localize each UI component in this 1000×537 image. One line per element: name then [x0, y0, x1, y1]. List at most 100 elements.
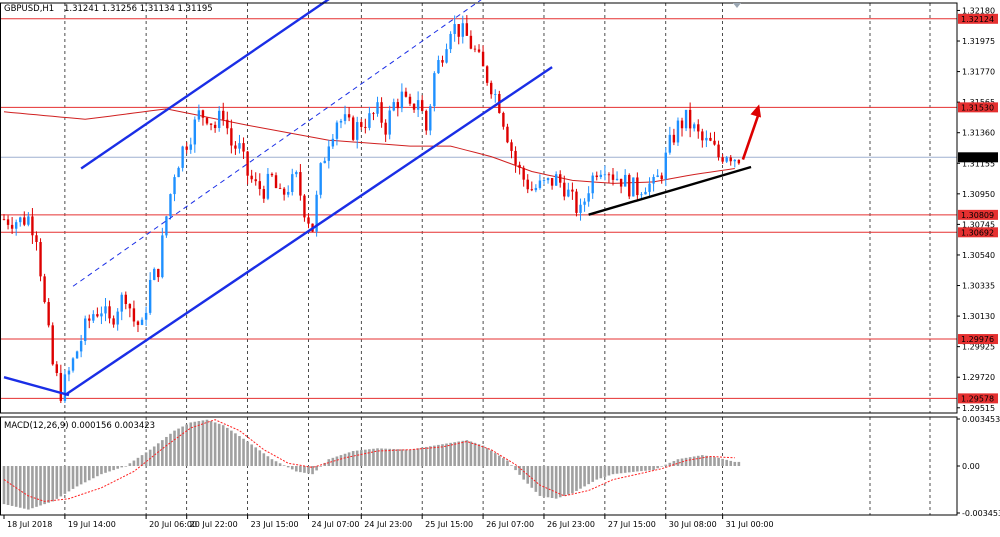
candle-body — [144, 312, 148, 320]
candle-body — [104, 306, 107, 314]
candle-body — [254, 179, 257, 182]
candlestick — [364, 118, 367, 134]
candle-body — [116, 311, 119, 325]
trend-line-support-left — [3, 376, 70, 397]
macd-histogram-bar — [571, 466, 574, 494]
macd-histogram-bar — [213, 422, 217, 466]
candle-body — [189, 144, 192, 150]
candle-body — [441, 60, 444, 63]
candle-body — [680, 120, 684, 129]
candlestick — [75, 350, 79, 359]
macd-histogram-bar — [315, 466, 318, 471]
candle-body — [709, 137, 712, 141]
macd-histogram-bar — [343, 453, 347, 466]
candle-body — [173, 177, 176, 195]
macd-histogram-bar — [63, 466, 67, 494]
candlestick — [579, 198, 582, 221]
candlestick — [84, 315, 87, 345]
candlestick — [14, 219, 18, 236]
candlestick — [238, 134, 241, 154]
candle-body — [88, 318, 91, 321]
macd-histogram-bar — [611, 466, 615, 475]
candlestick — [262, 185, 266, 203]
macd-histogram-bar — [148, 449, 152, 466]
macd-histogram-bar — [538, 466, 542, 496]
macd-histogram-bar — [35, 466, 38, 507]
macd-histogram-bar — [201, 420, 205, 466]
candle-body — [71, 358, 75, 371]
candle-body — [165, 216, 168, 236]
macd-histogram-bar — [534, 466, 538, 492]
macd-histogram-bar — [282, 465, 286, 466]
candle-body — [278, 188, 282, 189]
candle-body — [433, 73, 436, 107]
candlestick — [148, 272, 152, 315]
candle-body — [120, 294, 123, 312]
macd-histogram-bar — [104, 466, 107, 473]
candlestick — [157, 268, 160, 282]
up-arrow — [741, 104, 762, 160]
candlestick — [27, 212, 30, 227]
macd-histogram-bar — [120, 466, 124, 468]
macd-histogram-bar — [542, 466, 546, 497]
macd-histogram-bar — [737, 461, 741, 466]
macd-histogram-bar — [364, 449, 367, 466]
price-tick-label: 1.31975 — [962, 37, 995, 46]
macd-histogram-bar — [18, 466, 22, 508]
candle-body — [388, 110, 391, 135]
candlestick — [603, 165, 607, 181]
candle-body — [644, 191, 647, 195]
candlestick — [644, 187, 647, 195]
candlestick — [181, 145, 184, 172]
chart-header-ohlc: 1.31241 1.31256 1.31134 1.31195 — [64, 4, 213, 14]
chart-header-symbol: GBPUSD,H1 — [4, 4, 54, 14]
macd-histogram-bar — [733, 461, 737, 466]
macd-histogram-bar — [307, 466, 310, 474]
candlestick — [656, 169, 659, 178]
macd-histogram-bar — [181, 426, 184, 466]
price-level-tag — [958, 393, 998, 404]
candlestick — [416, 91, 420, 118]
candle-body — [490, 82, 493, 95]
macd-histogram-bar — [372, 448, 375, 466]
macd-histogram-bar — [530, 466, 534, 488]
macd-panel: 0.003453 0.00 -0.003453 — [2, 415, 1000, 518]
candle-body — [461, 23, 464, 37]
candlestick — [380, 97, 383, 128]
time-tick-label: 31 Jul 00:00 — [726, 520, 774, 529]
candle-body — [538, 180, 542, 188]
macd-histogram-bar — [595, 466, 599, 480]
candlestick — [721, 153, 724, 164]
macd-histogram-bar — [31, 466, 34, 509]
candlestick — [189, 137, 192, 154]
macd-histogram-bar — [250, 444, 253, 466]
macd-histogram-bar — [514, 466, 517, 471]
macd-histogram-bar — [238, 436, 241, 466]
price-level-label: 1.29578 — [961, 394, 994, 403]
candle-body — [554, 174, 558, 186]
candlestick — [230, 119, 233, 154]
price-level-label: 1.30692 — [961, 228, 994, 237]
macd-histogram-bar — [323, 462, 327, 466]
price-tick-label: 1.31360 — [962, 129, 995, 138]
candle-body — [23, 217, 26, 225]
candle-body — [676, 120, 680, 143]
candlestick — [185, 142, 188, 154]
time-tick-label: 19 Jul 14:00 — [68, 520, 116, 529]
candle-body — [55, 364, 58, 374]
candle-body — [356, 122, 359, 140]
macd-histogram-bar — [197, 421, 201, 466]
macd-histogram-bar — [668, 462, 672, 466]
candle-body — [400, 91, 404, 109]
candlestick — [490, 80, 493, 99]
candle-body — [35, 235, 38, 243]
candle-body — [234, 145, 237, 149]
macd-histogram-bar — [327, 459, 331, 466]
candlestick — [51, 322, 54, 366]
candle-body — [303, 195, 306, 218]
candle-body — [623, 174, 627, 187]
macd-histogram-bar — [550, 466, 554, 498]
candlestick — [31, 208, 34, 244]
